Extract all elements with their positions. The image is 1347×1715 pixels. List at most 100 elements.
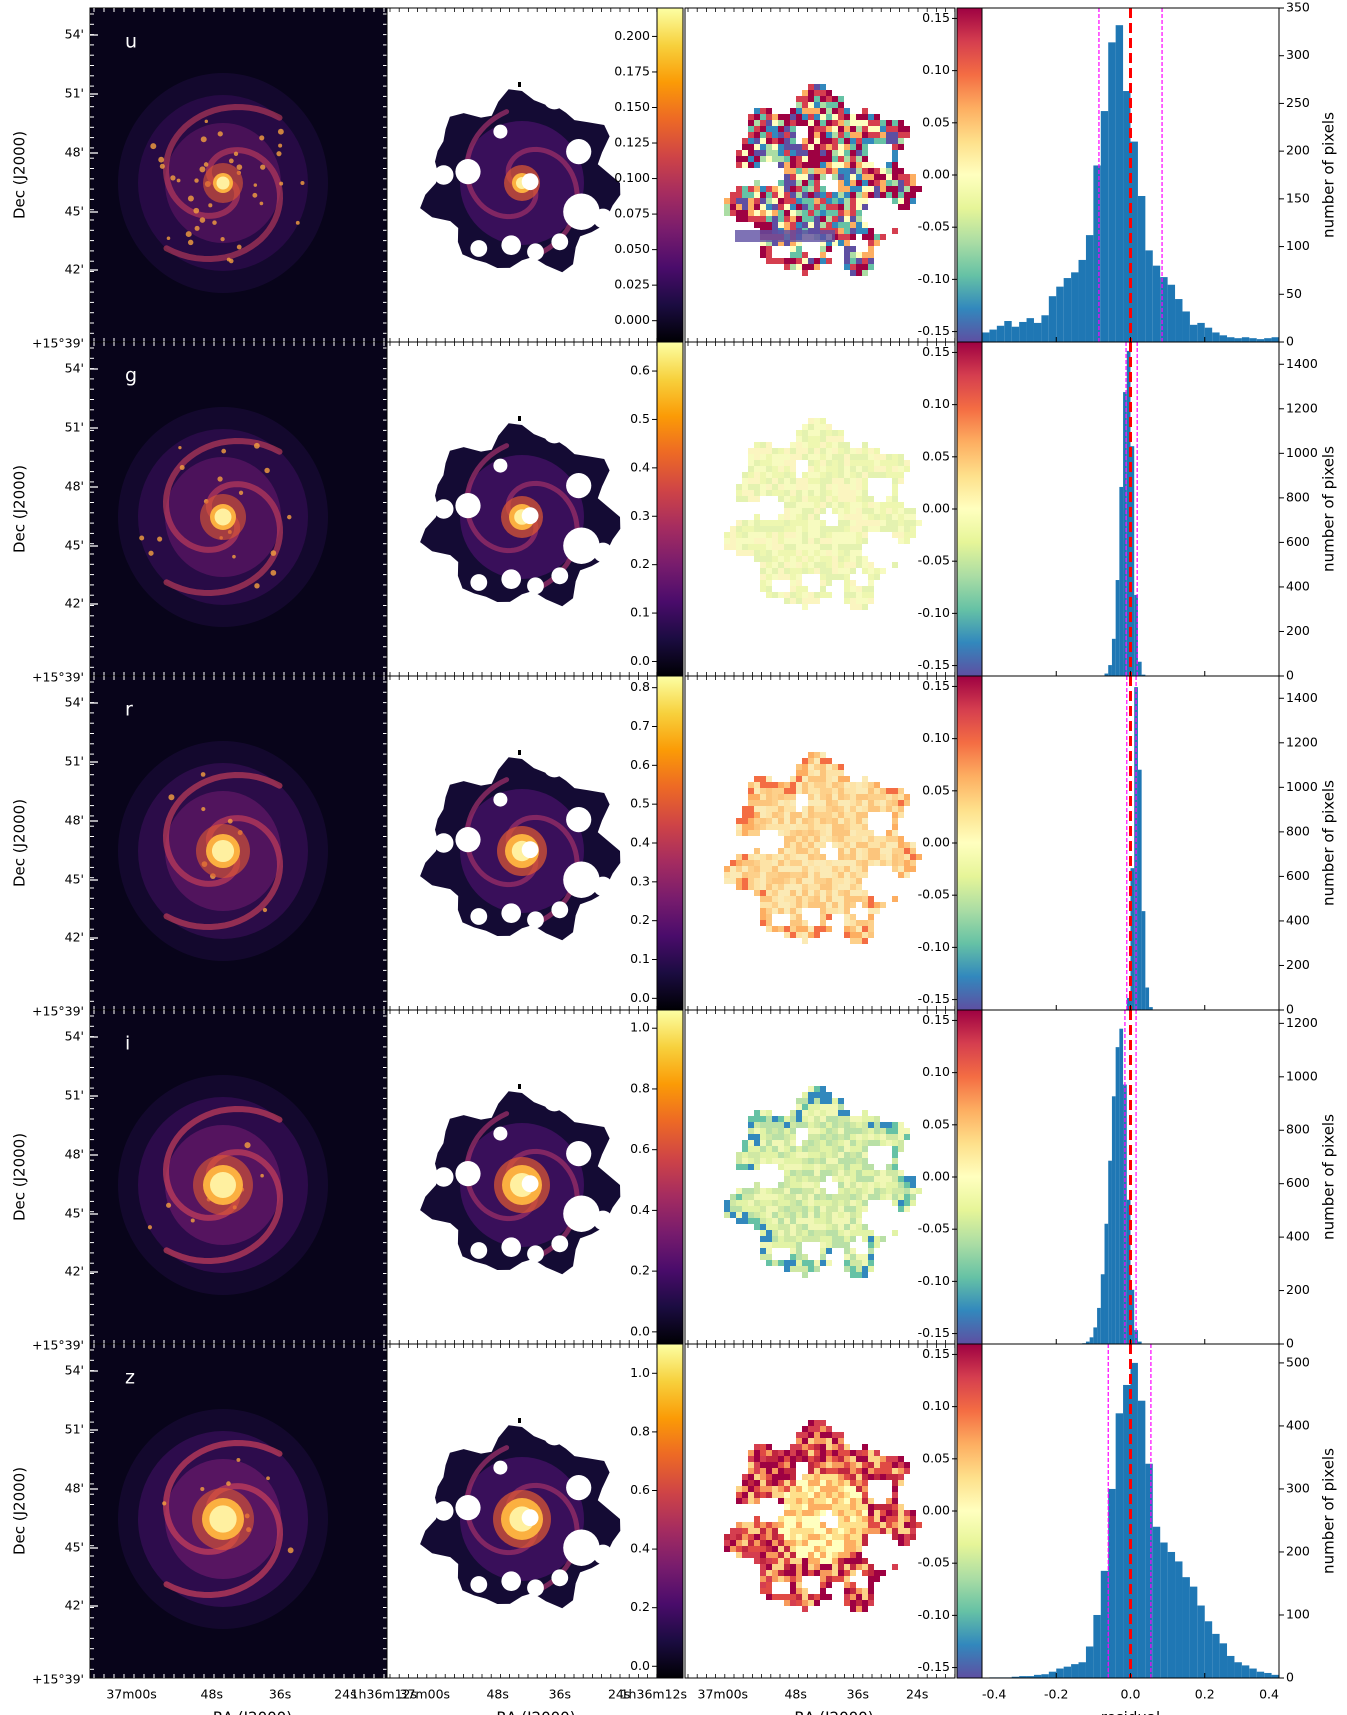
residual-pixel <box>904 538 910 544</box>
residual-pixel <box>892 1462 898 1468</box>
masked-star <box>521 1509 539 1527</box>
residual-pixel <box>910 198 916 204</box>
residual-pixel <box>862 1272 868 1278</box>
residual-pixel <box>832 496 838 502</box>
residual-pixel <box>808 156 814 162</box>
residual-pixel <box>916 1522 922 1528</box>
colorbar-tick-label: -0.10 <box>918 1273 950 1288</box>
histogram-bar <box>1123 392 1127 676</box>
residual-pixel <box>880 788 886 794</box>
residual-pixel <box>790 1218 796 1224</box>
residual-pixel <box>742 1492 748 1498</box>
y-tick-label: 350 <box>1286 0 1310 15</box>
residual-pixel <box>862 1182 868 1188</box>
residual-pixel <box>862 1200 868 1206</box>
residual-pixel <box>814 770 820 776</box>
residual-pixel <box>826 1438 832 1444</box>
residual-pixel <box>808 1212 814 1218</box>
residual-pixel <box>862 1498 868 1504</box>
residual-pixel <box>868 514 874 520</box>
residual-pixel <box>754 890 760 896</box>
residual-pixel <box>790 466 796 472</box>
star-forming-knot <box>208 203 213 208</box>
residual-pixel <box>832 794 838 800</box>
residual-pixel <box>868 896 874 902</box>
residual-pixel <box>844 1194 850 1200</box>
residual-pixel <box>892 526 898 532</box>
residual-pixel <box>826 556 832 562</box>
residual-pixel <box>790 1182 796 1188</box>
residual-pixel <box>832 1552 838 1558</box>
residual-pixel <box>838 466 844 472</box>
residual-pixel <box>826 562 832 568</box>
residual-pixel <box>796 174 802 180</box>
residual-pixel <box>802 1218 808 1224</box>
residual-pixel <box>856 1546 862 1552</box>
residual-pixel <box>892 1200 898 1206</box>
residual-pixel <box>826 1456 832 1462</box>
residual-pixel <box>808 1432 814 1438</box>
residual-pixel <box>790 1462 796 1468</box>
residual-pixel <box>760 120 766 126</box>
residual-pixel <box>784 478 790 484</box>
residual-pixel <box>838 532 844 538</box>
residual-pixel <box>760 920 766 926</box>
residual-pixel <box>820 144 826 150</box>
dec-tick-label: 51' <box>65 420 84 435</box>
residual-pixel <box>814 776 820 782</box>
residual-pixel <box>784 1564 790 1570</box>
residual-pixel <box>808 1552 814 1558</box>
masked-star <box>593 208 613 229</box>
residual-pixel <box>844 568 850 574</box>
residual-pixel <box>850 1582 856 1588</box>
residual-pixel <box>754 162 760 168</box>
residual-pixel <box>784 902 790 908</box>
residual-pixel <box>808 180 814 186</box>
dec-tick-label: 48' <box>65 479 84 494</box>
residual-pixel <box>898 866 904 872</box>
residual-pixel <box>820 1474 826 1480</box>
histogram-bar <box>1249 338 1257 342</box>
residual-pixel <box>868 466 874 472</box>
residual-pixel <box>868 1176 874 1182</box>
residual-pixel <box>754 854 760 860</box>
residual-pixel <box>802 1588 808 1594</box>
residual-pixel <box>820 1462 826 1468</box>
residual-pixel <box>844 776 850 782</box>
star-forming-knot <box>264 467 270 474</box>
residual-pixel <box>862 520 868 526</box>
residual-pixel <box>820 168 826 174</box>
residual-pixel <box>814 198 820 204</box>
residual-pixel <box>784 574 790 580</box>
residual-pixel <box>748 1188 754 1194</box>
residual-pixel <box>802 508 808 514</box>
residual-pixel <box>868 860 874 866</box>
residual-pixel <box>778 448 784 454</box>
residual-pixel <box>778 1260 784 1266</box>
colorbar-tick-label: 0.2 <box>630 912 650 927</box>
residual-pixel <box>880 1122 886 1128</box>
star-forming-knot <box>233 151 239 156</box>
residual-pixel <box>898 204 904 210</box>
residual-pixel <box>874 1122 880 1128</box>
residual-pixel <box>736 884 742 890</box>
residual-pixel <box>826 1570 832 1576</box>
residual-pixel <box>832 788 838 794</box>
residual-pixel <box>844 1218 850 1224</box>
residual-pixel <box>880 180 886 186</box>
residual-pixel <box>796 1146 802 1152</box>
residual-pixel <box>742 1140 748 1146</box>
residual-pixel <box>766 854 772 860</box>
residual-pixel <box>814 1176 820 1182</box>
residual-pixel <box>874 794 880 800</box>
residual-pixel <box>910 532 916 538</box>
residual-pixel <box>814 1134 820 1140</box>
residual-pixel <box>820 556 826 562</box>
histogram-bar <box>1056 286 1064 342</box>
residual-pixel <box>742 872 748 878</box>
residual-pixel <box>820 574 826 580</box>
residual-pixel <box>874 472 880 478</box>
residual-pixel <box>856 1456 862 1462</box>
observed-image-panel-g: g <box>89 341 388 679</box>
residual-pixel <box>748 550 754 556</box>
